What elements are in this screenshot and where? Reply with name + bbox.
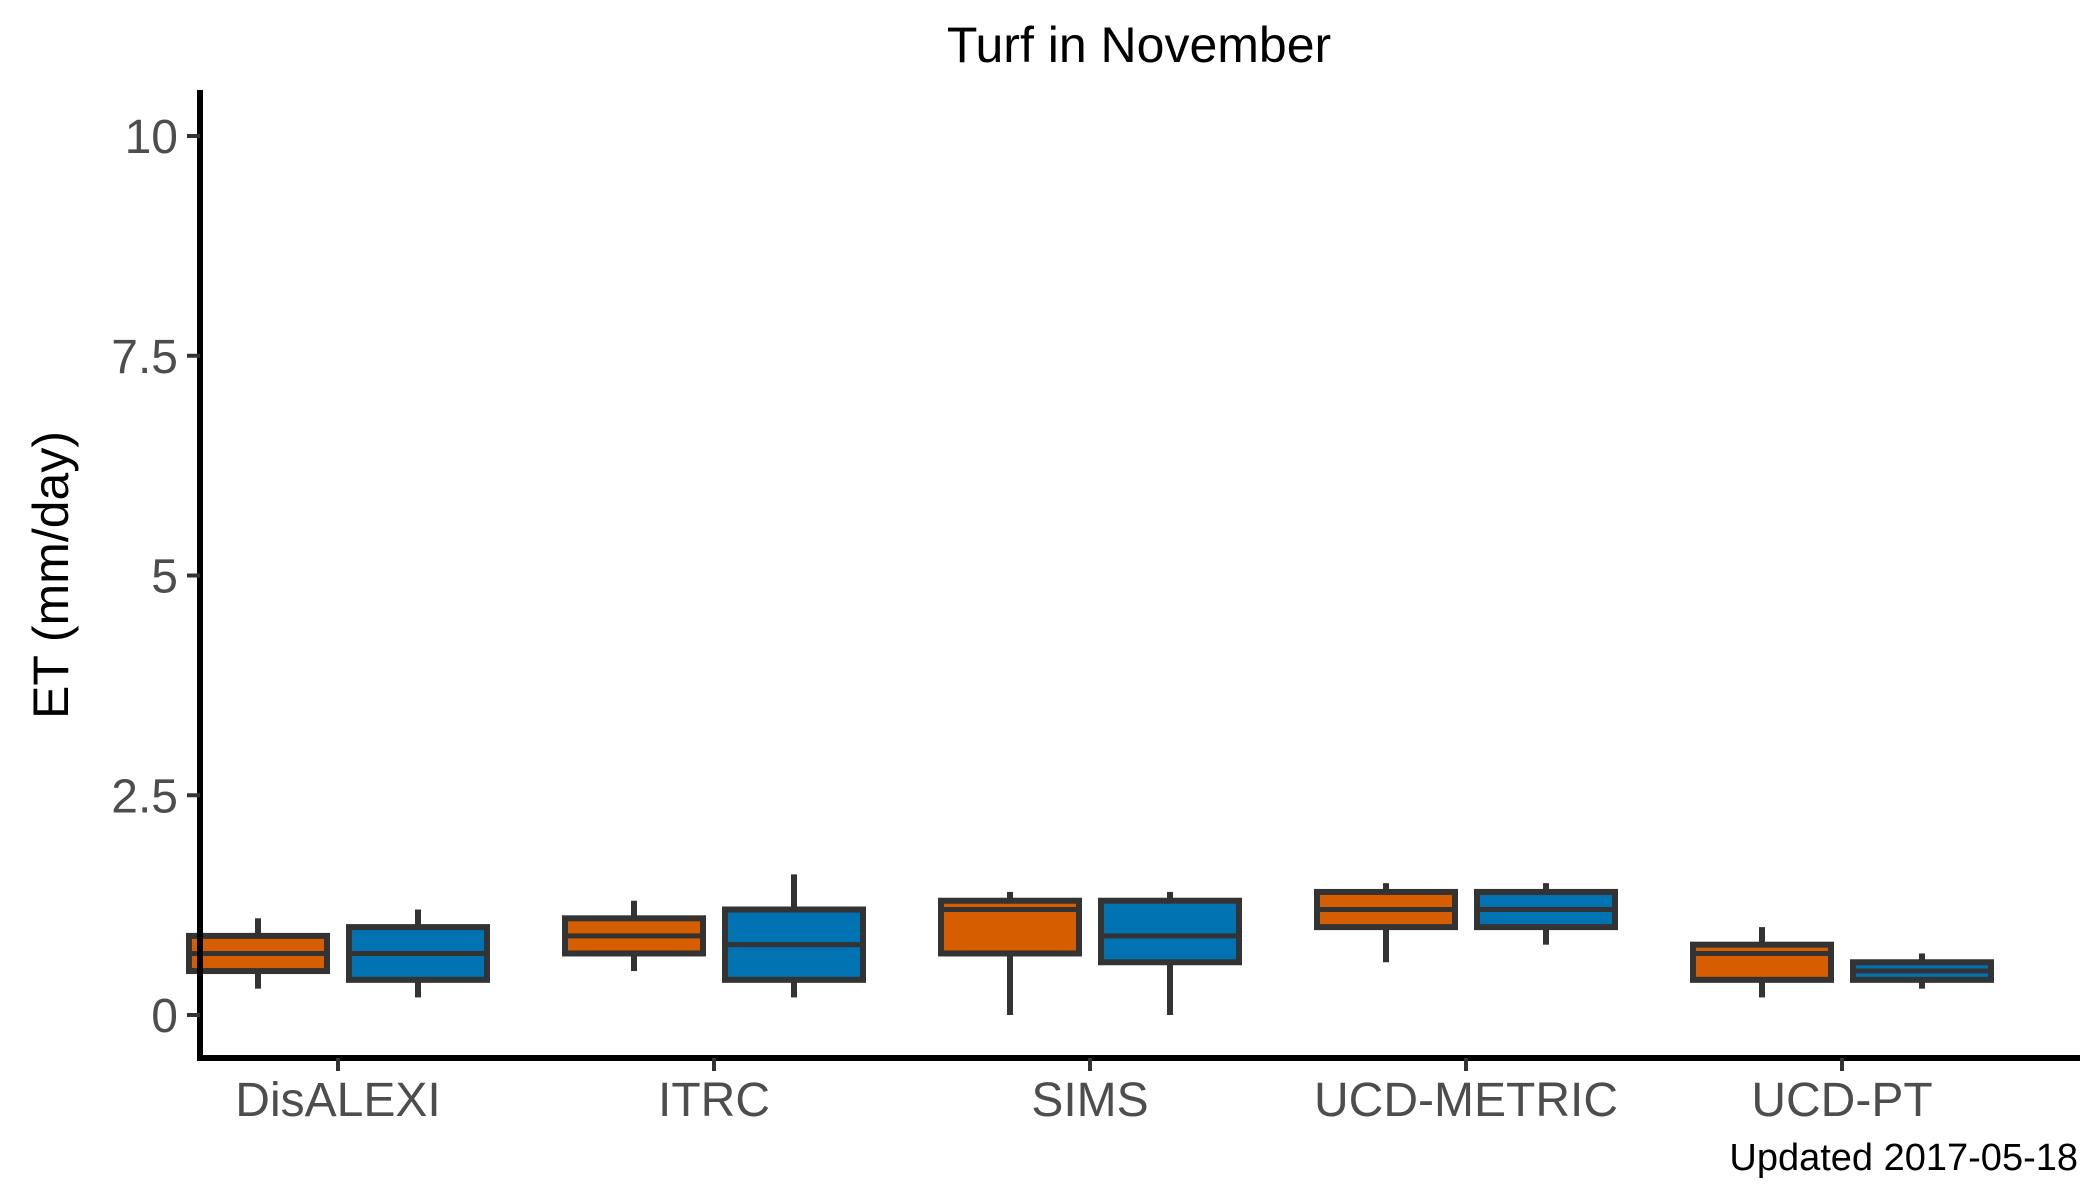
- x-tick-label: UCD-METRIC: [1314, 1074, 1618, 1127]
- x-tick-label: ITRC: [658, 1074, 770, 1127]
- y-tick-label: 5: [151, 551, 178, 604]
- box-ucd-metric-series-1: [1314, 883, 1458, 963]
- box-itrc-series-1: [562, 900, 706, 972]
- y-axis-label: ET (mm/day): [23, 431, 79, 719]
- box-itrc-series-2: [722, 874, 866, 998]
- box-disalexi-series-1: [186, 918, 330, 989]
- box-sims-series-2: [1098, 891, 1242, 1015]
- y-tick-label: 7.5: [111, 331, 178, 384]
- box-body: [1690, 941, 1834, 983]
- x-tick-label: SIMS: [1031, 1074, 1148, 1127]
- box-disalexi-series-2: [346, 909, 490, 998]
- box-ucd-pt-series-1: [1690, 927, 1834, 998]
- box-ucd-pt-series-2: [1850, 953, 1994, 989]
- updated-caption: Updated 2017-05-18: [1729, 1137, 2078, 1179]
- box-sims-series-1: [938, 891, 1082, 1015]
- x-axis-ticks: DisALEXI ITRC SIMS UCD-METRIC UCD-PT: [235, 1058, 1933, 1127]
- x-tick-label: DisALEXI: [235, 1074, 440, 1127]
- chart-title: Turf in November: [947, 17, 1331, 73]
- y-tick-label: 10: [125, 111, 178, 164]
- y-tick-label: 2.5: [111, 770, 178, 823]
- box-ucd-metric-series-2: [1474, 883, 1618, 945]
- y-axis-ticks: 0 2.5 5 7.5 10: [111, 111, 200, 1043]
- y-tick-label: 0: [151, 990, 178, 1043]
- box-body: [1098, 897, 1242, 966]
- plot-area: [186, 874, 1994, 1015]
- x-tick-label: UCD-PT: [1751, 1074, 1932, 1127]
